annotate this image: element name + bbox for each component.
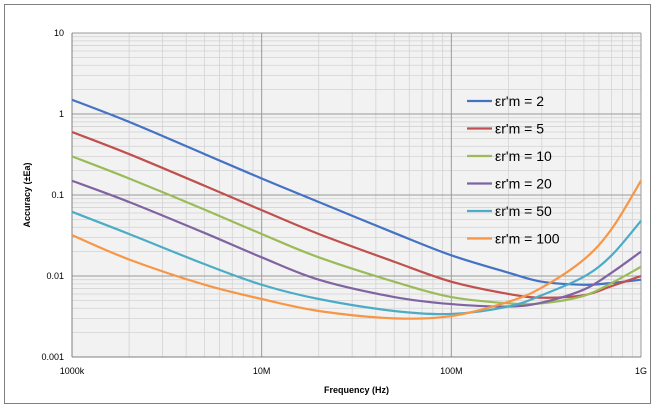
- chart-frame: 1000k 10M 100M 1G 0.001 0.01 0.1 1 10 εr'm = 2 εr'…: [4, 4, 651, 404]
- x-axis-title: Frequency (Hz): [324, 385, 389, 395]
- series-line-3: [71, 155, 642, 306]
- x-tick-label: 100M: [440, 366, 463, 376]
- series-line-5: [71, 210, 642, 316]
- x-tick-label: 1G: [635, 366, 647, 376]
- legend-label-3: εr'm = 10: [495, 148, 552, 164]
- legend-label-2: εr'm = 5: [495, 121, 544, 137]
- legend-label-5: εr'm = 50: [495, 203, 552, 219]
- legend-label-4: εr'm = 20: [495, 176, 552, 192]
- legend-label-1: εr'm = 2: [495, 93, 544, 109]
- series-line-1: [71, 98, 642, 286]
- y-tick-label: 0.1: [51, 190, 64, 200]
- x-tick-label: 1000k: [60, 366, 85, 376]
- y-tick-label: 0.001: [41, 352, 64, 362]
- y-tick-label: 10: [54, 28, 64, 38]
- legend-label-6: εr'm = 100: [495, 231, 560, 247]
- y-tick-label: 0.01: [46, 271, 64, 281]
- y-tick-label: 1: [59, 109, 64, 119]
- series-line-6: [71, 180, 642, 320]
- series-line-4: [71, 179, 642, 308]
- line-chart: 1000k 10M 100M 1G 0.001 0.01 0.1 1 10 εr'm = 2 εr'…: [22, 28, 647, 395]
- x-tick-label: 10M: [253, 366, 271, 376]
- y-axis-title: Accuracy (±Ea): [22, 163, 32, 228]
